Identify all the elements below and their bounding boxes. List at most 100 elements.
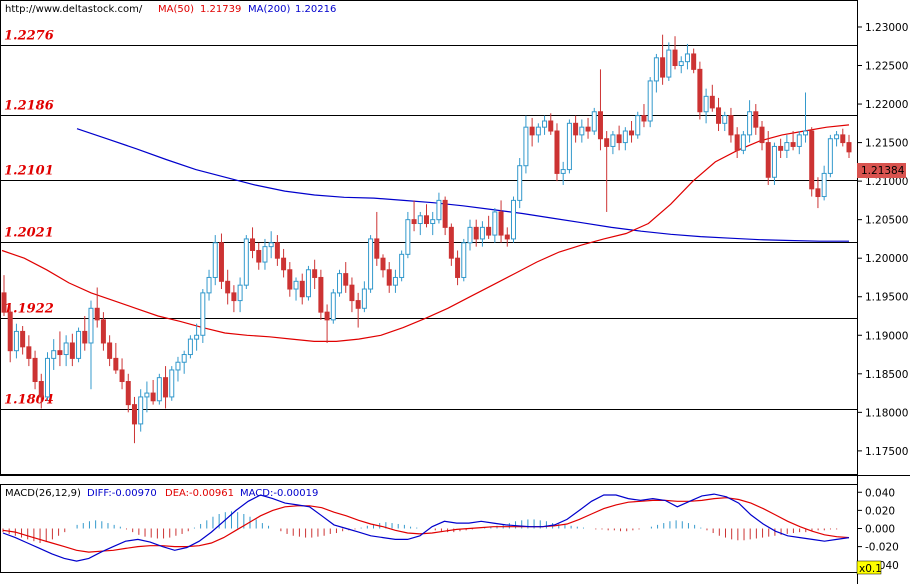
candle-body	[672, 49, 678, 67]
candle-body	[138, 396, 144, 425]
candle-body	[486, 226, 492, 236]
candle-body	[455, 257, 461, 278]
candle-body	[26, 346, 32, 359]
candle-body	[815, 188, 821, 198]
macd-tick-label: -0.020	[865, 542, 899, 554]
level-label: 1.2021	[4, 226, 54, 241]
candle-body	[318, 276, 324, 313]
candle-body	[498, 211, 504, 236]
current-price-box	[857, 163, 906, 178]
price-tick-label: 1.20500	[865, 215, 908, 227]
candle-body	[535, 126, 541, 136]
macd-title: MACD(26,12,9)	[5, 488, 81, 499]
ma50-value: 1.21739	[200, 4, 241, 15]
candle-body	[107, 342, 113, 359]
macd-diff-line	[2, 493, 850, 562]
candle-body	[368, 238, 374, 290]
candle-body	[784, 142, 790, 151]
candle-body	[243, 238, 249, 286]
candle-body	[821, 172, 827, 198]
candle-body	[51, 350, 57, 359]
candle-body	[57, 350, 63, 356]
candle-body	[100, 319, 106, 344]
candle-body	[88, 307, 94, 344]
candle-body	[846, 142, 852, 153]
candle-body	[163, 377, 169, 398]
candle-body	[840, 134, 846, 144]
candle-body	[430, 219, 436, 225]
candle-body	[796, 134, 802, 147]
macd-tick-label: 0.000	[865, 524, 895, 536]
candle-body	[337, 273, 343, 294]
candle-body	[392, 276, 398, 286]
candle-body	[13, 330, 19, 352]
candle-body	[386, 269, 392, 286]
candle-body	[448, 226, 454, 259]
candle-body	[1, 292, 7, 313]
candlestick-series	[1, 34, 852, 444]
candle-body	[716, 107, 722, 124]
level-label: 1.2186	[4, 99, 54, 114]
price-tick-label: 1.19500	[865, 292, 908, 304]
candle-body	[616, 134, 622, 144]
macd-tick-label: 0.020	[865, 505, 895, 517]
candle-body	[312, 269, 318, 278]
candle-body	[144, 392, 150, 398]
price-tick-label: 1.18500	[865, 369, 908, 381]
price-tick-label: 1.18000	[865, 407, 908, 419]
candle-body	[94, 307, 100, 321]
candle-body	[684, 53, 690, 63]
candle-body	[76, 330, 82, 359]
candle-body	[355, 300, 361, 309]
candle-body	[330, 292, 336, 321]
candle-body	[467, 226, 473, 244]
candle-body	[374, 238, 380, 259]
candle-body	[343, 273, 349, 286]
candle-body	[635, 115, 641, 136]
candle-body	[113, 357, 119, 371]
candle-body	[740, 134, 746, 151]
candle-body	[287, 269, 293, 290]
candle-body	[548, 120, 554, 132]
macd-dea-label: DEA:-0.00961	[165, 488, 234, 499]
candle-body	[734, 134, 740, 151]
candle-body	[566, 122, 572, 171]
candle-body	[32, 357, 38, 383]
candle-body	[399, 253, 405, 278]
candle-body	[753, 111, 759, 128]
macd-diff-path	[2, 493, 850, 562]
ma50-line	[1, 124, 850, 342]
candle-body	[585, 126, 591, 132]
candle-body	[119, 369, 125, 383]
candle-body	[504, 234, 510, 240]
candle-body	[666, 49, 672, 78]
candle-body	[38, 381, 44, 398]
candle-body	[380, 257, 386, 271]
candle-body	[492, 211, 498, 236]
candle-body	[405, 219, 411, 255]
price-tick-label: 1.23000	[865, 22, 908, 34]
candle-body	[728, 115, 734, 136]
candle-body	[604, 138, 610, 147]
candle-body	[281, 257, 287, 271]
candle-body	[206, 276, 212, 294]
candle-body	[597, 111, 603, 140]
candle-body	[299, 280, 305, 298]
candle-body	[125, 381, 131, 406]
candle-body	[610, 134, 616, 147]
scale-badge-box[interactable]	[856, 560, 882, 575]
candle-body	[274, 242, 280, 259]
candle-body	[834, 134, 840, 140]
candle-body	[771, 145, 777, 178]
candle-body	[225, 280, 231, 294]
macd-histogram	[2, 511, 838, 543]
candle-body	[647, 80, 653, 122]
candle-body	[169, 369, 175, 398]
scale-badge[interactable]: x0.1	[859, 563, 882, 575]
candle-body	[175, 361, 181, 371]
candle-body	[554, 130, 560, 174]
candle-body	[349, 284, 355, 302]
ma200-path	[76, 128, 849, 242]
candle-body	[82, 330, 88, 344]
candle-body	[697, 68, 703, 113]
